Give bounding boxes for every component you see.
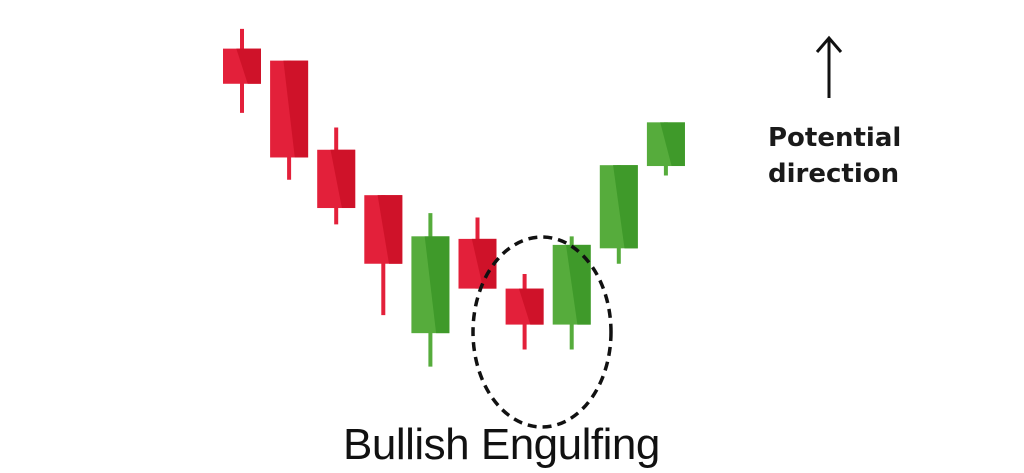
candle-body-shade <box>518 288 544 325</box>
candle-body-shade <box>660 122 685 167</box>
candle-4-bearish <box>364 195 403 316</box>
direction-line-2: direction <box>768 159 900 189</box>
potential-direction-label: Potential direction <box>768 120 908 192</box>
candle-body-shade <box>330 149 356 209</box>
candle-body-shade <box>424 236 450 334</box>
candle-body-shade <box>613 165 638 249</box>
candle-7-bearish <box>505 274 544 350</box>
candle-1-bearish <box>223 28 261 113</box>
pattern-caption: Bullish Engulfing <box>343 420 660 469</box>
candle-5-bullish <box>411 213 450 367</box>
candle-body-shade <box>377 195 403 264</box>
candle-body-shade <box>471 238 497 289</box>
candle-9-bullish <box>599 165 638 264</box>
up-arrow-icon <box>815 35 843 98</box>
candle-2-bearish <box>270 60 309 180</box>
direction-line-1: Potential <box>768 123 902 153</box>
candle-8-bullish <box>552 236 591 350</box>
candle-body-shade <box>283 60 309 158</box>
candle-10-bullish <box>646 122 685 176</box>
engulfing-highlight-ellipse <box>471 235 613 429</box>
candle-body-shade <box>566 244 591 325</box>
candle-body-shade <box>236 48 261 84</box>
candle-3-bearish <box>317 127 356 225</box>
candle-6-bearish <box>458 217 497 289</box>
